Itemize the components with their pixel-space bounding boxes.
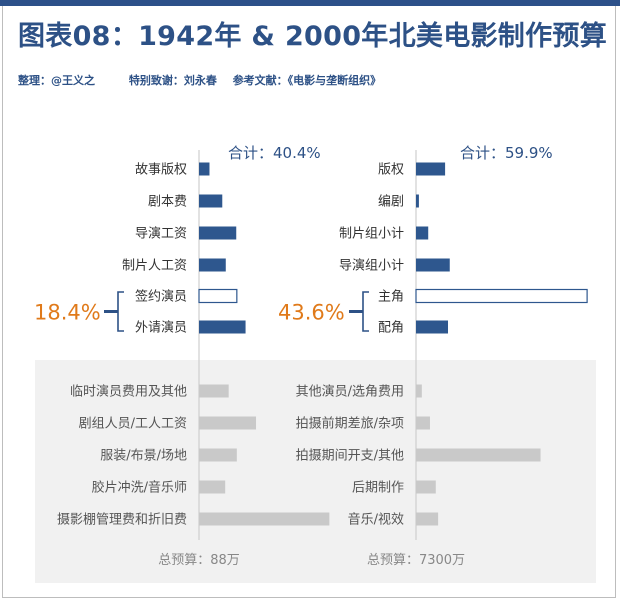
y2000-other-label-0: 其他演员/选角费用 xyxy=(296,384,404,400)
y1942-other-label-2: 服装/布景/场地 xyxy=(100,449,187,464)
y2000-other-bar-4 xyxy=(416,512,439,526)
y2000-total-budget: 总预算：7300万 xyxy=(367,553,465,568)
y2000-other-bar-0 xyxy=(416,384,422,398)
y2000-bar-2 xyxy=(416,226,429,240)
y1942-bar-4 xyxy=(198,288,238,304)
y1942-highlight-percent: 18.4% xyxy=(34,301,101,325)
y2000-other-bar-3 xyxy=(416,480,436,494)
y1942-bar-1 xyxy=(199,194,223,208)
y1942-category-label-2: 导演工资 xyxy=(135,226,187,242)
y2000-other-bar-1 xyxy=(416,416,430,430)
y1942-other-bar-4 xyxy=(199,512,330,526)
y1942-other-bar-3 xyxy=(199,480,226,494)
y1942-bar-2 xyxy=(199,226,237,240)
credits-line: 整理：@王义之 特别致谢：刘永春 参考文献：《电影与垄断组织》 xyxy=(18,72,381,88)
y1942-total-budget: 总预算：88万 xyxy=(158,553,240,568)
y2000-category-label-5: 配角 xyxy=(378,321,404,336)
y2000-highlight-percent: 43.6% xyxy=(278,301,345,325)
y2000-bar-1 xyxy=(416,194,419,208)
y2000-category-label-3: 导演组小计 xyxy=(339,258,404,274)
y1942-other-bar-0 xyxy=(199,384,229,398)
y1942-other-label-0: 临时演员费用及其他 xyxy=(70,384,187,400)
page-title: 图表08：1942年 & 2000年北美电影制作预算 xyxy=(18,21,608,52)
other-costs-panel xyxy=(35,360,596,583)
y2000-sum-label: 合计：59.9% xyxy=(460,144,553,162)
y2000-bar-3 xyxy=(416,258,450,272)
credit-reference: 参考文献：《电影与垄断组织》 xyxy=(232,74,382,87)
y2000-other-label-4: 音乐/视效 xyxy=(348,512,404,528)
y1942-category-label-3: 制片人工资 xyxy=(122,259,187,274)
y2000-bar-4 xyxy=(415,288,588,304)
y2000-category-label-0: 版权 xyxy=(378,162,404,178)
y2000-category-label-2: 制片组小计 xyxy=(339,227,404,242)
y2000-bar-0 xyxy=(416,162,446,176)
y2000-category-label-4: 主角 xyxy=(378,290,404,305)
y1942-category-label-1: 剧本费 xyxy=(148,195,187,210)
credit-organizer: 整理：@王义之 xyxy=(18,74,95,87)
y2000-highlight-bracket xyxy=(362,291,369,332)
y1942-highlight-bracket xyxy=(117,291,124,332)
y1942-category-label-0: 故事版权 xyxy=(135,162,187,178)
credit-thanks: 特别致谢：刘永春 xyxy=(128,74,217,87)
y1942-other-bar-1 xyxy=(199,416,257,430)
y1942-other-label-4: 摄影棚管理费和折旧费 xyxy=(57,513,187,528)
y1942-bar-3 xyxy=(199,258,226,272)
y1942-other-label-3: 胶片冲洗/音乐师 xyxy=(92,480,187,496)
y2000-other-label-3: 后期制作 xyxy=(352,481,404,496)
y2000-category-label-1: 编剧 xyxy=(378,195,404,210)
y1942-sum-label: 合计：40.4% xyxy=(228,144,321,162)
y2000-other-label-1: 拍摄前期差旅/杂项 xyxy=(296,416,404,432)
top-accent-bar xyxy=(0,0,620,6)
y1942-bar-5 xyxy=(199,320,246,334)
y2000-other-label-2: 拍摄期间开支/其他 xyxy=(296,449,404,464)
y1942-category-label-4: 签约演员 xyxy=(135,289,187,305)
y2000-bar-5 xyxy=(416,320,449,334)
y1942-other-bar-2 xyxy=(199,448,237,462)
frame-border xyxy=(2,6,616,598)
y1942-category-label-5: 外请演员 xyxy=(135,320,187,336)
y1942-bar-0 xyxy=(199,162,210,176)
y2000-other-bar-2 xyxy=(416,448,541,462)
y1942-other-label-1: 剧组人员/工人工资 xyxy=(79,417,187,432)
